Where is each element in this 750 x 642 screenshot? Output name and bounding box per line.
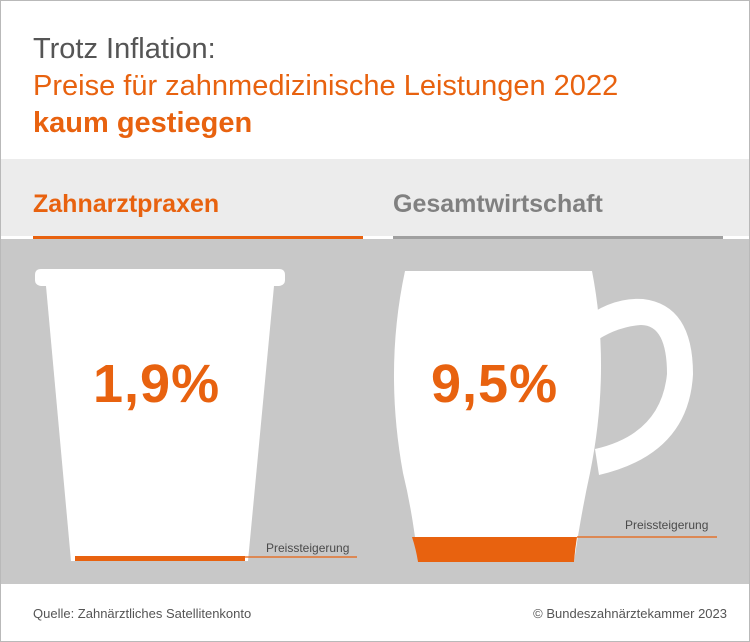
mug-icon: [393, 271, 602, 562]
vessel-chart: [35, 269, 717, 562]
annotation-label-economy: Preissteigerung: [625, 518, 709, 532]
copyright-note: © Bundeszahnärztekammer 2023: [533, 606, 727, 621]
header: Trotz Inflation: Preise für zahnmedizini…: [33, 31, 618, 142]
category-label-dental-practices: Zahnarztpraxen: [33, 190, 220, 218]
value-label-economy: 9,5%: [431, 354, 559, 414]
bar-fill-dental: [75, 556, 245, 561]
source-note: Quelle: Zahnärztliches Satellitenkonto: [33, 606, 252, 621]
category-underline-dental: [33, 236, 363, 239]
bar-fill-economy: [412, 537, 577, 562]
cup-icon: [35, 269, 285, 561]
chart-panel: [1, 239, 749, 584]
title-line-3: kaum gestiegen: [33, 107, 253, 139]
category-band: [1, 159, 749, 236]
category-label-overall-economy: Gesamtwirtschaft: [393, 190, 603, 218]
value-label-dental: 1,9%: [93, 354, 221, 414]
footer: Quelle: Zahnärztliches Satellitenkonto ©…: [1, 584, 749, 641]
mug-handle-icon: [581, 298, 693, 475]
category-underline-economy: [393, 236, 723, 239]
title-line-1: Trotz Inflation:: [33, 33, 216, 65]
title-line-2: Preise für zahnmedizinische Leistungen 2…: [33, 70, 619, 102]
annotation-label-dental: Preissteigerung: [266, 541, 350, 555]
